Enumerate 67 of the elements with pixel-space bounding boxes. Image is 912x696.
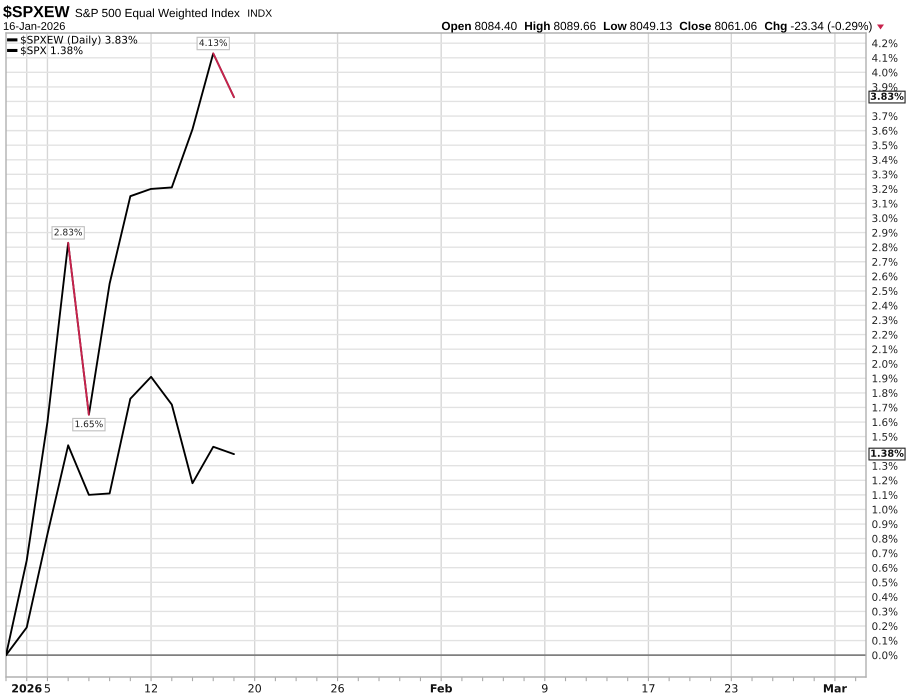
y-tick-label: 1.7% xyxy=(872,404,898,412)
data-label: 2.83% xyxy=(54,228,82,236)
y-tick-label: 2.2% xyxy=(872,330,898,339)
y-tick-label: 3.1% xyxy=(872,200,898,208)
y-tick-label: 0.6% xyxy=(872,564,898,572)
x-tick-label: Mar xyxy=(824,684,847,693)
legend-label: $SPXEW (Daily) 3.83% xyxy=(20,36,138,46)
x-tick-label: 9 xyxy=(542,684,548,693)
y-tick-label: 2.6% xyxy=(872,272,898,280)
y-tick-label: 3.9% xyxy=(872,83,898,92)
x-tick-label: 5 xyxy=(44,684,50,693)
y-tick-label: 2.3% xyxy=(872,316,898,324)
y-tick-label: 2.0% xyxy=(872,360,898,368)
y-tick-label: 2.7% xyxy=(872,258,898,266)
y-tick-label: 0.4% xyxy=(872,593,898,601)
y-tick-label: 4.2% xyxy=(872,39,898,48)
x-tick-label: 26 xyxy=(331,684,344,693)
y-tick-label: 3.7% xyxy=(872,112,898,120)
y-tick-label: 2.8% xyxy=(872,243,898,252)
text: Chg -23.34 (-0.29%) xyxy=(764,21,872,33)
x-tick-label: 20 xyxy=(248,684,262,693)
y-tick-label: 3.3% xyxy=(872,170,898,178)
y-tick-label: 0.1% xyxy=(872,636,898,645)
y-tick-label: 0.8% xyxy=(872,534,898,543)
x-tick-label: 2026 xyxy=(12,684,42,693)
chart-subtitle: S&P 500 Equal Weighted Index xyxy=(75,8,240,20)
y-tick-label: 1.9% xyxy=(872,374,898,382)
text: High 8089.66 xyxy=(525,21,596,33)
y-tick-label: 4.1% xyxy=(872,54,898,62)
data-label: 4.13% xyxy=(199,39,228,46)
y-tick-label: 0.7% xyxy=(872,549,898,558)
text: Open 8084.40 xyxy=(442,22,517,33)
x-tick-label: 12 xyxy=(145,684,158,692)
y-tick-label: 1.3% xyxy=(872,462,898,470)
annotation: 3.83% xyxy=(870,92,904,100)
y-tick-label: 0.2% xyxy=(872,622,898,630)
y-tick-label: 1.8% xyxy=(872,389,898,397)
y-tick-label: 2.1% xyxy=(872,345,898,354)
text: Low 8049.13 xyxy=(604,22,672,30)
y-tick-label: 3.4% xyxy=(872,156,898,164)
y-tick-label: 1.5% xyxy=(872,432,898,441)
y-tick-label: 0.5% xyxy=(872,578,898,586)
y-tick-label: 2.4% xyxy=(872,302,898,310)
text: Close 8061.06 xyxy=(680,22,757,30)
x-tick-label: 17 xyxy=(642,684,655,692)
y-tick-label: 1.2% xyxy=(872,476,898,484)
y-tick-label: 0.9% xyxy=(872,520,898,528)
text: 16-Jan-2026 xyxy=(4,22,65,30)
y-tick-label: 3.2% xyxy=(872,185,898,194)
y-tick-label: 2.9% xyxy=(872,228,898,237)
y-tick-label: 3.6% xyxy=(872,126,898,135)
y-tick-label: 1.6% xyxy=(872,418,898,426)
y-tick-label: 4.0% xyxy=(872,68,898,76)
annotation: 1.38% xyxy=(871,450,904,457)
data-label: 1.65% xyxy=(76,420,103,428)
y-tick-label: 1.1% xyxy=(872,491,898,499)
y-tick-label: 0.0% xyxy=(872,651,898,660)
y-tick-label: 2.5% xyxy=(872,287,898,295)
x-tick-label: Feb xyxy=(430,684,452,693)
y-tick-label: 1.0% xyxy=(872,506,898,514)
y-tick-label: 3.5% xyxy=(872,141,898,150)
y-tick-label: 0.3% xyxy=(872,608,898,616)
y-tick-label: 3.0% xyxy=(872,214,898,222)
chart-title: $SPXEW xyxy=(3,5,70,18)
x-tick-label: 23 xyxy=(725,684,738,693)
legend-label: $SPX 1.38% xyxy=(20,46,83,56)
text: INDX xyxy=(248,10,272,17)
